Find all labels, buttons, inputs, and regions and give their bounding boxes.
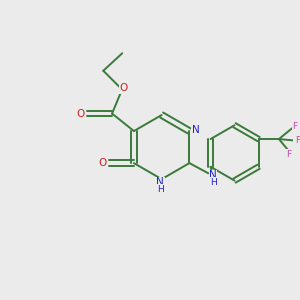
Text: N: N <box>192 124 200 135</box>
Text: F: F <box>292 122 298 131</box>
Text: F: F <box>286 150 292 159</box>
Text: N: N <box>209 170 217 180</box>
Text: O: O <box>99 158 107 168</box>
Text: O: O <box>77 109 85 118</box>
Text: N: N <box>156 177 164 187</box>
Text: H: H <box>157 185 164 194</box>
Text: O: O <box>120 83 128 93</box>
Text: F: F <box>295 136 300 145</box>
Text: H: H <box>210 178 216 187</box>
